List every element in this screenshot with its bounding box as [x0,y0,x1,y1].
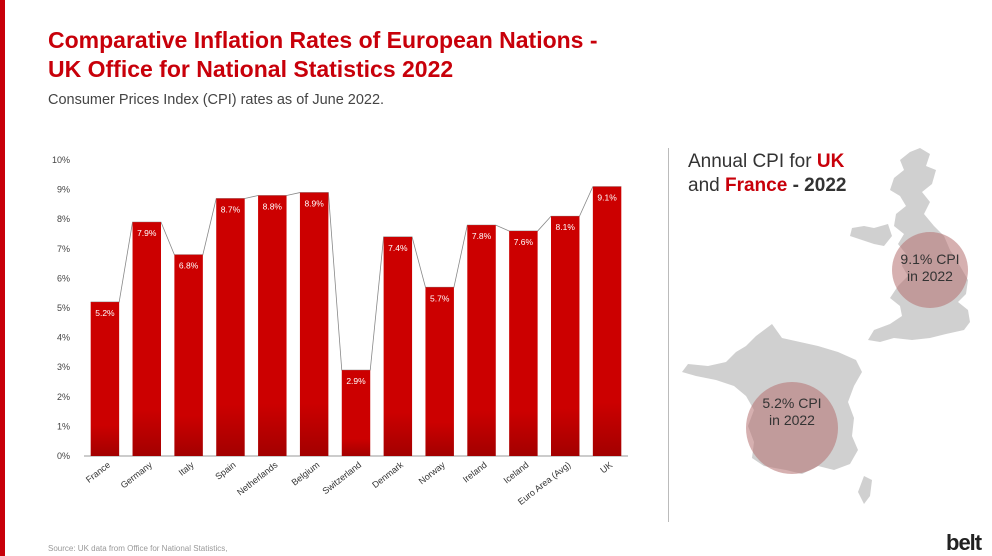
bar-belgium [299,192,329,456]
uk-cpi-year: in 2022 [907,268,953,284]
corsica-map-icon [858,476,872,504]
source-note: Source: UK data from Office for National… [48,544,228,553]
country-maps [682,148,970,504]
x-tick-label: France [84,460,112,485]
y-tick-label: 3% [57,362,70,372]
bar-uk [592,186,622,456]
subtitle: Consumer Prices Index (CPI) rates as of … [48,92,385,108]
bar-data-label: 9.1% [597,193,617,203]
y-tick-label: 7% [57,244,70,254]
france-cpi-year: in 2022 [769,412,815,428]
x-tick-label: Denmark [370,459,405,490]
bar-euro-area-avg [551,216,580,456]
panel-title-year: - 2022 [787,175,847,196]
bar-data-label: 7.9% [137,228,157,238]
bar-france [90,302,120,456]
y-tick-label: 1% [57,421,70,431]
bar-data-label: 2.9% [346,376,366,386]
bar-data-label: 8.7% [221,204,241,214]
y-tick-label: 5% [57,303,70,313]
title-line-2: UK Office for National Statistics 2022 [48,56,454,82]
x-tick-label: Italy [177,459,197,477]
y-tick-label: 6% [57,273,70,283]
brand-logo: belt [946,530,982,555]
cpi-bar-chart: 0% 1% 2% 3% 4% 5% 6% 7% 8% 9% 10% 5.2% France 7.9% Ger… [52,155,628,507]
x-tick-label: Germany [119,459,155,490]
panel-title-uk: UK [816,151,845,172]
bar-germany [132,222,161,456]
x-tick-label: Spain [213,460,237,482]
uk-bubble [892,232,968,308]
x-tick-label: Netherlands [235,459,280,497]
x-tick-label: UK [598,460,614,476]
title-line-1: Comparative Inflation Rates of European … [48,27,598,53]
bar-iceland [509,231,538,456]
bar-data-label: 5.2% [95,308,115,318]
y-tick-label: 10% [52,155,70,165]
y-tick-label: 2% [57,392,70,402]
bar-connector-line [90,186,622,371]
france-bubble [746,382,838,474]
bar-data-label: 8.9% [304,199,324,209]
panel-title: Annual CPI for UK and France - 2022 [688,150,846,198]
uk-cpi-label: 9.1% CPI in 2022 [890,251,970,285]
ireland-map-icon [850,224,892,246]
bar-data-label: 6.8% [179,261,199,271]
bar-switzerland [341,370,371,456]
uk-cpi-value: 9.1% CPI [900,251,960,267]
bar-data-label: 7.8% [472,231,492,241]
bar-data-label: 7.4% [388,243,408,253]
x-tick-label: Switzerland [320,460,363,497]
x-tick-label: Norway [417,459,448,486]
x-tick-label: Belgium [290,460,322,488]
left-accent-bar [0,0,5,556]
panel-title-prefix: Annual CPI for [688,151,817,172]
bar-netherlands [258,195,287,456]
bar-spain [216,198,245,457]
bar-denmark [383,236,413,456]
y-tick-label: 0% [57,451,70,461]
bar-ireland [467,225,496,456]
page-title: Comparative Inflation Rates of European … [48,26,668,84]
bar-data-label: 8.1% [556,222,576,232]
y-tick-label: 8% [57,214,70,224]
bar-data-label: 7.6% [514,237,534,247]
panel-title-and: and [688,175,725,196]
y-tick-label: 4% [57,333,70,343]
bar-italy [174,254,203,456]
x-tick-label: Iceland [502,460,531,486]
france-cpi-label: 5.2% CPI in 2022 [752,395,832,429]
france-cpi-value: 5.2% CPI [762,395,822,411]
panel-title-france: France [724,175,788,196]
bar-norway [425,287,454,456]
x-tick-label: Ireland [461,460,489,485]
panel-divider [668,148,669,522]
bar-data-label: 8.8% [263,202,283,212]
bar-data-label: 5.7% [430,293,450,303]
y-tick-label: 9% [57,185,70,195]
